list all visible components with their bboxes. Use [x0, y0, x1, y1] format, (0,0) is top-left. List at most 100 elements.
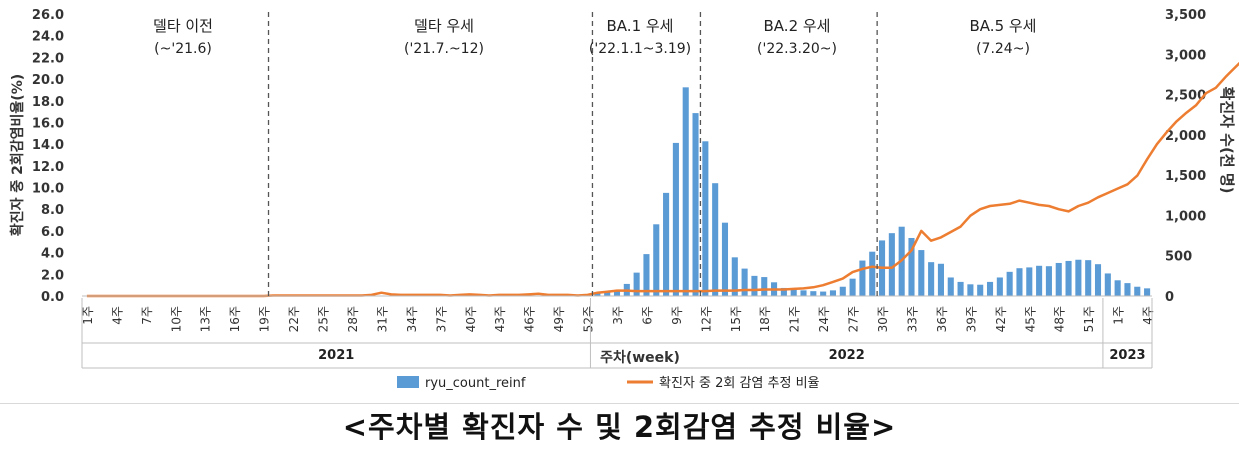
bar [1026, 267, 1033, 296]
bar [672, 142, 679, 296]
bar [967, 284, 974, 296]
period-name: 델타 우세 [414, 17, 474, 35]
bar [859, 260, 866, 296]
bar [1124, 283, 1131, 296]
reinfection-rate-line [86, 61, 1239, 298]
week-tick-label-2022: 42주 [994, 306, 1008, 332]
right-tick-label: 1,000 [1165, 209, 1206, 224]
chart: 0.0 2.0 4.0 6.0 8.0 10.0 12.0 14.0 16.0 18.0 20.0 2… [9, 8, 1239, 391]
bar [1055, 262, 1062, 296]
left-tick-label: 6.0 [41, 225, 64, 240]
legend-bar-swatch [397, 376, 419, 388]
bar [1114, 280, 1121, 296]
week-tick-label-2022: 9주 [670, 306, 684, 325]
right-tick-label: 2,000 [1165, 129, 1206, 144]
right-axis-title: 확진자 수(천 명) [1218, 87, 1236, 194]
week-tick-label-2021: 1주 [81, 306, 95, 325]
bar [1144, 288, 1151, 296]
week-tick-label-2022: 45주 [1023, 306, 1037, 332]
week-tick-label-2021: 49주 [552, 306, 566, 332]
bar [1045, 266, 1052, 296]
left-tick-label: 26.0 [32, 8, 64, 23]
bar [888, 233, 895, 296]
left-tick-label: 0.0 [41, 290, 64, 305]
bar [1104, 273, 1111, 296]
week-tick-label-2022: 18주 [758, 306, 772, 332]
week-tick-label-2021: 25주 [317, 306, 331, 332]
bar [1036, 265, 1043, 296]
caption-separator [0, 403, 1239, 404]
week-tick-label-2021: 4주 [110, 306, 124, 325]
week-tick-label-2022: 51주 [1082, 306, 1096, 332]
week-tick-label-2022: 24주 [817, 306, 831, 332]
bar [682, 87, 689, 296]
week-tick-label-2022: 39주 [964, 306, 978, 332]
period-range: (~'21.6) [154, 41, 212, 57]
bar [643, 254, 650, 296]
bar [986, 281, 994, 296]
week-tick-label-2021: 10주 [169, 306, 183, 332]
left-tick-label: 16.0 [32, 116, 64, 131]
week-tick-label-2021: 19주 [258, 306, 272, 332]
left-tick-label: 4.0 [41, 247, 64, 262]
period-name: BA.5 우세 [970, 17, 1037, 35]
week-tick-label-2022: 3주 [611, 306, 625, 325]
bar [721, 222, 729, 296]
bar [996, 277, 1003, 296]
left-tick-label: 24.0 [32, 30, 64, 45]
week-tick-label-2021: 16주 [228, 306, 242, 332]
week-tick-label-2022: 15주 [729, 306, 743, 332]
week-tick-label-2021: 52주 [582, 306, 596, 332]
left-tick-label: 12.0 [32, 160, 64, 175]
week-tick-label-2021: 28주 [346, 306, 360, 332]
period-range: ('22.1.1~3.19) [589, 41, 691, 57]
right-tick-label: 0 [1165, 290, 1174, 305]
week-tick-label-2021: 40주 [464, 306, 478, 332]
bar [604, 292, 611, 296]
week-tick-label-2022: 48주 [1053, 306, 1067, 332]
period-name: BA.2 우세 [764, 17, 831, 35]
bar [977, 284, 984, 296]
bar [1094, 264, 1102, 296]
bar [1006, 271, 1013, 296]
week-tick-label-2022: 27주 [847, 306, 861, 332]
week-tick-label-2022: 6주 [640, 306, 654, 325]
bar [712, 183, 719, 296]
legend-line-label: 확진자 중 2회 감염 추정 비율 [659, 376, 820, 391]
week-tick-label-2022: 12주 [699, 306, 713, 332]
right-tick-label: 2,500 [1165, 89, 1206, 104]
bar [1016, 268, 1023, 296]
week-tick-label-2021: 13주 [199, 306, 213, 332]
week-tick-label-2022: 36주 [935, 306, 949, 332]
bar [761, 277, 768, 296]
week-tick-label-2022: 30주 [876, 306, 890, 332]
bar [869, 251, 876, 296]
bar [653, 224, 660, 296]
year-label: 2022 [829, 348, 865, 363]
week-tick-label-2023: 1주 [1112, 306, 1126, 325]
bar [613, 290, 621, 296]
bar [829, 290, 837, 296]
bar [741, 268, 748, 296]
bar [594, 293, 601, 296]
bar [1065, 260, 1072, 296]
week-tick-label-2023: 4주 [1141, 306, 1155, 325]
bar [663, 192, 670, 296]
week-tick-label-2022: 33주 [905, 306, 919, 332]
left-tick-label: 20.0 [32, 73, 64, 88]
bar [918, 250, 925, 296]
week-tick-label-2022: 21주 [788, 306, 802, 332]
week-tick-label-2021: 37주 [434, 306, 448, 332]
right-tick-label: 3,500 [1165, 8, 1206, 23]
x-axis-title: 주차(week) [600, 350, 680, 366]
week-tick-label-2021: 22주 [287, 306, 301, 332]
bar [1075, 259, 1082, 296]
week-tick-label-2021: 46주 [523, 306, 537, 332]
year-label: 2023 [1109, 348, 1145, 363]
bar [947, 277, 954, 296]
bar [928, 262, 935, 296]
bar [820, 291, 827, 296]
bar [633, 272, 640, 296]
week-tick-label-2021: 34주 [405, 306, 419, 332]
right-tick-label: 1,500 [1165, 169, 1206, 184]
